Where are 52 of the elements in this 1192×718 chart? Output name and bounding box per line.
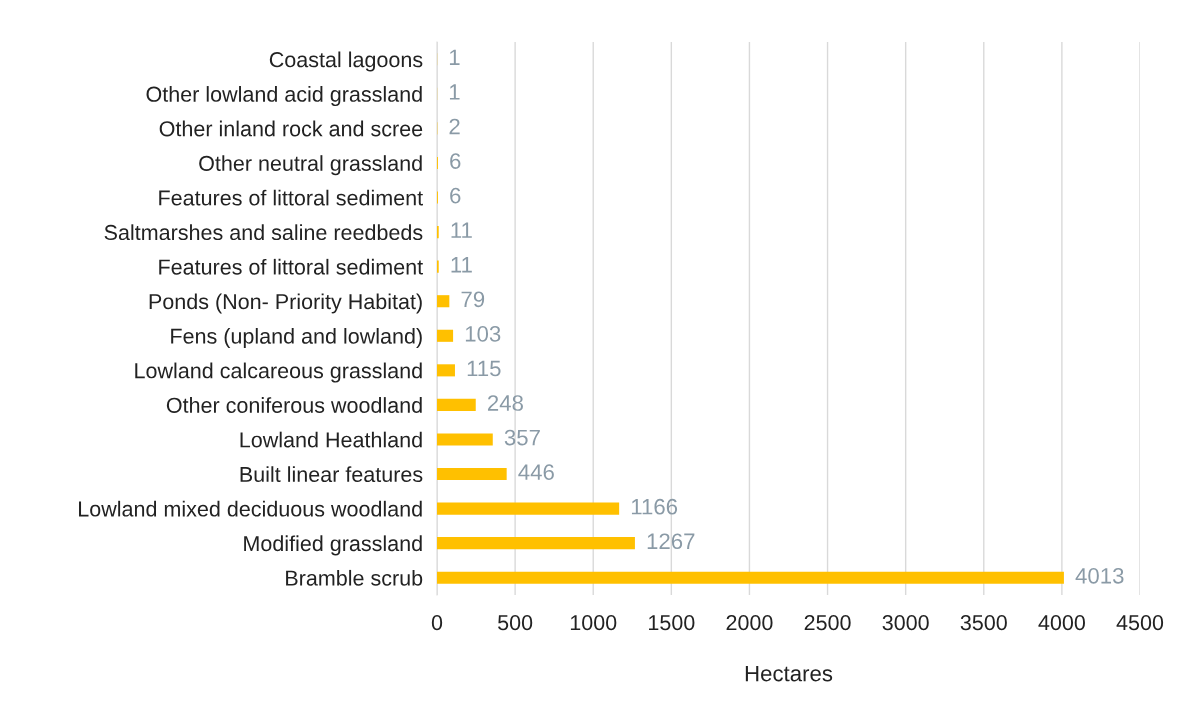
y-tick-label: Ponds (Non- Priority Habitat)	[149, 293, 422, 314]
y-tick-label: Lowland Heathland	[240, 431, 422, 448]
x-tick-label: 3500	[960, 615, 1007, 631]
bar	[437, 329, 454, 342]
y-tick-label: Fens (upland and lowland)	[171, 327, 422, 349]
x-tick-label: 4500	[1116, 615, 1164, 631]
data-label: 103	[465, 326, 501, 342]
y-tick-label: Saltmarshes and saline reedbeds	[104, 224, 423, 241]
data-label: 248	[487, 395, 523, 411]
y-tick-label: Features of littoral sediment	[159, 189, 423, 206]
y-tick-label: Bramble scrub	[286, 569, 423, 586]
x-tick-label: 2500	[804, 615, 851, 631]
y-tick-label: Lowland calcareous grassland	[135, 362, 422, 383]
x-tick-label: 4000	[1038, 615, 1085, 631]
bar	[437, 571, 1064, 584]
data-label: 6	[450, 187, 461, 204]
y-tick-label: Modified grassland	[244, 535, 422, 556]
y-tick-label: Other neutral grassland	[199, 155, 422, 176]
bar	[437, 537, 635, 550]
data-label: 79	[461, 291, 485, 308]
bar	[437, 502, 620, 515]
y-tick-label: Lowland mixed deciduous woodland	[79, 500, 422, 517]
data-label: 446	[518, 464, 554, 480]
y-tick-label: Other inland rock and scree	[159, 120, 423, 137]
data-label: 1	[449, 84, 460, 100]
bar	[437, 398, 476, 411]
data-label: 1166	[631, 498, 678, 515]
x-axis-title: Hectares	[745, 665, 833, 682]
data-label: 4013	[1075, 567, 1124, 584]
y-tick-label: Built linear features	[240, 466, 423, 483]
bar	[437, 433, 493, 446]
bar	[437, 364, 455, 377]
x-tick-label: 2000	[726, 615, 773, 631]
data-label: 11	[451, 257, 472, 273]
bar	[437, 295, 450, 308]
data-label: 6	[450, 153, 461, 169]
y-tick-label: Other lowland acid grassland	[146, 86, 422, 107]
y-tick-label: Coastal lagoons	[269, 51, 423, 72]
data-label: 115	[467, 360, 501, 377]
bar	[437, 467, 507, 481]
data-label: 11	[451, 222, 472, 238]
data-label: 1	[449, 49, 460, 66]
y-tick-label: Features of littoral sediment	[159, 258, 423, 275]
x-tick-label: 1000	[570, 615, 617, 631]
data-label: 2	[449, 118, 460, 135]
x-tick-label: 0	[431, 615, 443, 631]
x-tick-label: 3000	[882, 615, 929, 631]
data-label: 357	[504, 429, 540, 446]
y-tick-label: Other coniferous woodland	[166, 397, 422, 413]
data-label: 1267	[647, 533, 695, 550]
x-tick-label: 1500	[649, 615, 695, 631]
x-tick-label: 500	[498, 615, 533, 631]
